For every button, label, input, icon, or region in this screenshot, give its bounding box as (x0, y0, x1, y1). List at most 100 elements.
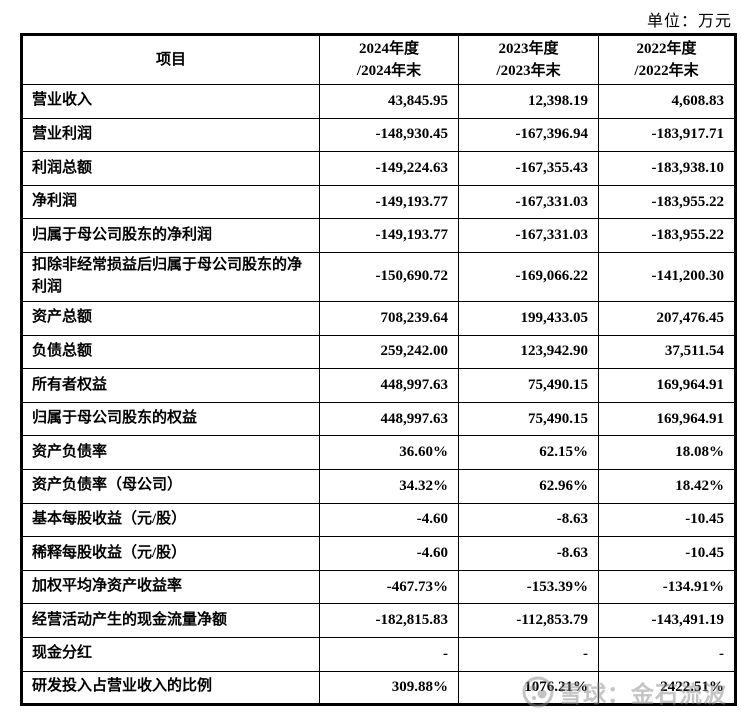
table-row: 资产负债率 36.60% 62.15% 18.08% (21, 435, 736, 470)
row-label: 资产总额 (21, 300, 320, 336)
header-item-label: 项目 (155, 51, 186, 68)
row-label: 研发投入占营业收入的比例 (21, 670, 320, 706)
value-cell: -8.63 (458, 502, 599, 538)
header-column-2023: 2023年度 /2023年末 (458, 34, 599, 85)
value-cell: 259,242.00 (319, 334, 459, 370)
value-cell: -167,331.03 (458, 184, 599, 220)
table-row: 稀释每股收益（元/股） -4.60 -8.63 -10.45 (21, 536, 736, 571)
value-cell: 1076.21% (458, 670, 599, 706)
row-label: 现金分红 (21, 636, 320, 672)
row-label: 稀释每股收益（元/股） (21, 536, 320, 571)
value-cell: -10.45 (598, 536, 736, 571)
value-cell: 708,239.64 (319, 300, 459, 336)
value-cell: - (458, 636, 599, 672)
row-label: 营业收入 (21, 84, 320, 119)
value-cell: -4.60 (319, 502, 459, 538)
table-row: 资产总额 708,239.64 199,433.05 207,476.45 (21, 300, 736, 336)
value-cell: 37,511.54 (598, 334, 736, 370)
value-cell: 309.88% (319, 670, 459, 706)
header-2023-line1: 2023年度 (498, 40, 559, 57)
table-header: 项目 2024年度 /2024年末 2023年度 /2023年末 2022年度 … (21, 34, 736, 85)
row-label: 资产负债率 (21, 435, 320, 470)
value-cell: 62.96% (458, 468, 599, 504)
value-cell: -149,193.77 (319, 218, 459, 253)
value-cell: 43,845.95 (319, 84, 459, 119)
value-cell: 2422.51% (598, 670, 736, 706)
value-cell: -467.73% (319, 569, 459, 605)
table-row: 资产负债率（母公司） 34.32% 62.96% 18.42% (21, 468, 736, 504)
value-cell: 62.15% (458, 435, 599, 470)
value-cell: 123,942.90 (458, 334, 599, 370)
header-2022-line1: 2022年度 (636, 40, 697, 57)
unit-label: 单位：万元 (646, 13, 732, 30)
value-cell: 169,964.91 (598, 368, 736, 403)
value-cell: -149,224.63 (319, 151, 459, 186)
financial-indicators-table: 项目 2024年度 /2024年末 2023年度 /2023年末 2022年度 … (20, 33, 737, 707)
value-cell: - (598, 636, 736, 672)
value-cell: 207,476.45 (598, 300, 736, 336)
table-row: 归属于母公司股东的权益 448,997.63 75,490.15 169,964.91 (21, 401, 736, 437)
table-row: 现金分红 - - - (21, 636, 736, 672)
value-cell: 18.42% (598, 468, 736, 504)
table-row: 利润总额 -149,224.63 -167,355.43 -183,938.10 (21, 151, 736, 186)
row-label: 归属于母公司股东的权益 (21, 401, 320, 437)
value-cell: -167,331.03 (458, 218, 599, 253)
value-cell: -149,193.77 (319, 184, 459, 220)
value-cell: 448,997.63 (319, 368, 459, 403)
value-cell: -148,930.45 (319, 117, 459, 153)
value-cell: 36.60% (319, 435, 459, 470)
value-cell: -134.91% (598, 569, 736, 605)
value-cell: -143,491.19 (598, 603, 736, 638)
row-label: 归属于母公司股东的净利润 (21, 218, 320, 253)
value-cell: 12,398.19 (458, 84, 599, 119)
value-cell: -150,690.72 (319, 251, 459, 302)
value-cell: -183,917.71 (598, 117, 736, 153)
header-column-2024: 2024年度 /2024年末 (319, 34, 459, 85)
value-cell: -169,066.22 (458, 251, 599, 302)
value-cell: -4.60 (319, 536, 459, 571)
value-cell: -10.45 (598, 502, 736, 538)
value-cell: -153.39% (458, 569, 599, 605)
row-label: 所有者权益 (21, 368, 320, 403)
row-label: 净利润 (21, 184, 320, 220)
row-label: 资产负债率（母公司） (21, 468, 320, 504)
value-cell: 448,997.63 (319, 401, 459, 437)
table-row: 基本每股收益（元/股） -4.60 -8.63 -10.45 (21, 502, 736, 538)
value-cell: -183,938.10 (598, 151, 736, 186)
row-label: 扣除非经常损益后归属于母公司股东的净利润 (21, 251, 320, 302)
header-2023-line2: /2023年末 (496, 63, 561, 79)
value-cell: 199,433.05 (458, 300, 599, 336)
table-row: 经营活动产生的现金流量净额 -182,815.83 -112,853.79 -143,… (21, 603, 736, 638)
table-body: 营业收入 43,845.95 12,398.19 4,608.83 营业利润 -148,9… (21, 84, 736, 706)
value-cell: -182,815.83 (319, 603, 459, 638)
value-cell: 18.08% (598, 435, 736, 470)
value-cell: -112,853.79 (458, 603, 599, 638)
table-row: 加权平均净资产收益率 -467.73% -153.39% -134.91% (21, 569, 736, 605)
value-cell: -183,955.22 (598, 184, 736, 220)
header-2024-line2: /2024年末 (356, 63, 422, 79)
value-cell: 75,490.15 (458, 401, 599, 437)
value-cell: -183,955.22 (598, 218, 736, 253)
table-row: 营业收入 43,845.95 12,398.19 4,608.83 (21, 84, 736, 119)
value-cell: - (319, 636, 459, 672)
table-row: 所有者权益 448,997.63 75,490.15 169,964.91 (21, 368, 736, 403)
value-cell: 75,490.15 (458, 368, 599, 403)
header-row: 项目 2024年度 /2024年末 2023年度 /2023年末 2022年度 … (21, 34, 736, 85)
header-2024-line1: 2024年度 (358, 40, 419, 57)
value-cell: -167,355.43 (458, 151, 599, 186)
row-label: 经营活动产生的现金流量净额 (21, 603, 320, 638)
value-cell: 34.32% (319, 468, 459, 504)
header-item-column: 项目 (21, 34, 320, 85)
value-cell: -167,396.94 (458, 117, 599, 153)
table-row: 营业利润 -148,930.45 -167,396.94 -183,917.71 (21, 117, 736, 153)
table-row: 扣除非经常损益后归属于母公司股东的净利润 -150,690.72 -169,066.… (21, 251, 736, 302)
value-cell: 169,964.91 (598, 401, 736, 437)
table-row: 净利润 -149,193.77 -167,331.03 -183,955.22 (21, 184, 736, 220)
row-label: 基本每股收益（元/股） (21, 502, 320, 538)
header-2022-line2: /2022年末 (634, 63, 699, 79)
value-cell: -8.63 (458, 536, 599, 571)
table-row: 归属于母公司股东的净利润 -149,193.77 -167,331.03 -183,9… (21, 218, 736, 253)
header-column-2022: 2022年度 /2022年末 (598, 34, 736, 85)
row-label: 加权平均净资产收益率 (21, 569, 320, 605)
